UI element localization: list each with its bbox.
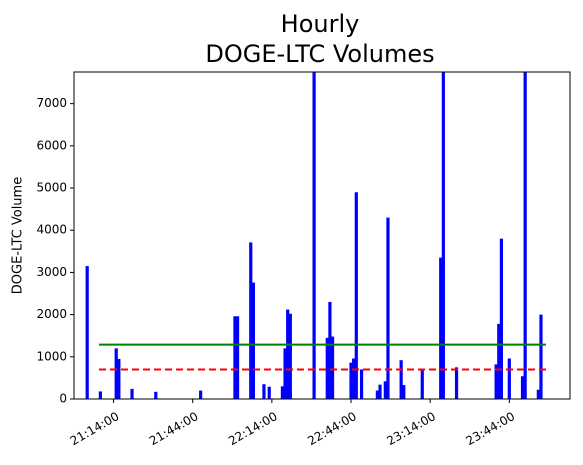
bar-19: [328, 301, 332, 399]
y-axis-label: DOGE-LTC Volume: [11, 177, 26, 294]
bar-1: [98, 391, 102, 399]
bar-36: [497, 323, 501, 399]
bar-28: [386, 217, 390, 399]
y-tick-label: 2000: [36, 307, 67, 321]
bar-0: [85, 266, 89, 399]
y-tick-label: 0: [59, 392, 67, 406]
bar-26: [378, 384, 382, 399]
bar-10: [251, 282, 255, 399]
bar-18: [325, 337, 329, 399]
bar-9: [249, 242, 253, 399]
bar-11: [262, 384, 266, 399]
y-tick-label: 7000: [36, 96, 67, 110]
chart-title-line-2: DOGE-LTC Volumes: [205, 40, 434, 68]
bar-17: [312, 72, 316, 399]
bar-34: [454, 367, 459, 399]
bar-31: [420, 369, 424, 399]
bar-33: [441, 72, 445, 399]
bar-7: [233, 316, 237, 399]
x-tick-label: 23:14:00: [384, 409, 438, 448]
bar-38: [507, 358, 511, 399]
x-tick-label: 21:14:00: [68, 409, 122, 448]
bar-22: [352, 358, 356, 399]
bar-24: [359, 369, 364, 399]
bar-35: [494, 364, 498, 399]
bar-40: [523, 72, 527, 399]
y-tick-label: 3000: [36, 265, 67, 279]
y-tick-label: 4000: [36, 223, 67, 237]
bar-2: [114, 348, 118, 399]
bar-12: [267, 386, 271, 399]
bar-27: [383, 381, 387, 399]
y-tick-label: 6000: [36, 138, 67, 152]
x-tick-label: 22:44:00: [305, 409, 359, 448]
bar-30: [402, 385, 406, 399]
bar-6: [199, 390, 203, 399]
bar-32: [439, 257, 443, 399]
bar-13: [280, 386, 285, 399]
bar-37: [499, 238, 503, 399]
y-tick-label: 1000: [36, 349, 67, 363]
chart-title-line-1: Hourly: [281, 10, 360, 38]
bar-25: [375, 390, 379, 399]
bar-20: [330, 336, 335, 399]
bar-4: [130, 388, 134, 399]
bar-5: [154, 391, 158, 399]
bar-39: [520, 376, 525, 399]
bar-41: [536, 389, 540, 399]
plot-frame: [73, 71, 571, 400]
bar-15: [286, 309, 290, 399]
y-tick-label: 5000: [36, 181, 67, 195]
bar-3: [117, 358, 121, 399]
bar-14: [283, 348, 287, 399]
x-tick-label: 23:44:00: [464, 409, 518, 448]
bar-21: [349, 362, 353, 399]
bar-29: [399, 360, 403, 399]
bar-42: [539, 314, 543, 399]
x-tick-label: 21:44:00: [147, 409, 201, 448]
x-tick-label: 22:14:00: [226, 409, 280, 448]
bar-23: [354, 192, 358, 399]
bar-8: [235, 316, 240, 399]
plot-area: 0 1000 2000 3000 4000 5000 6000 7000 21:14:00 21:…: [36, 71, 571, 448]
bar-16: [288, 313, 292, 399]
